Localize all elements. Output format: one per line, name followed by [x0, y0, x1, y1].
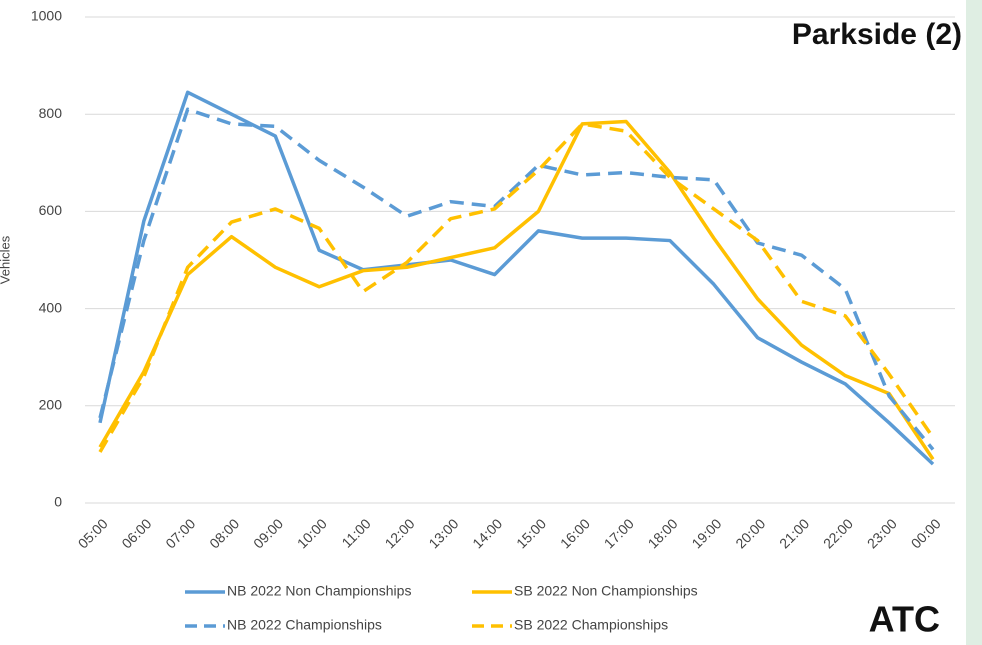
y-tick-label: 400	[39, 299, 63, 315]
y-axis-label: Vehicles	[0, 235, 12, 284]
x-tick-label: 09:00	[250, 515, 286, 551]
x-tick-label: 20:00	[732, 515, 768, 551]
y-tick-label: 200	[39, 397, 63, 413]
line-series	[98, 107, 935, 451]
line-series	[98, 90, 935, 466]
y-tick-label: 800	[39, 105, 63, 121]
x-tick-label: 05:00	[75, 515, 111, 551]
x-tick-label: 22:00	[820, 515, 856, 551]
x-tick-label: 23:00	[864, 515, 900, 551]
map-edge	[966, 0, 982, 645]
x-tick-label: 16:00	[557, 515, 593, 551]
line-series	[98, 119, 935, 461]
x-tick-label: 15:00	[513, 515, 549, 551]
x-tick-label: 19:00	[688, 515, 724, 551]
annotation: ATC	[869, 599, 940, 640]
y-tick-label: 600	[39, 202, 63, 218]
legend-label: NB 2022 Championships	[227, 617, 382, 633]
x-tick-label: 11:00	[338, 515, 374, 551]
legend-label: SB 2022 Championships	[514, 617, 668, 633]
x-tick-label: 18:00	[645, 515, 681, 551]
x-tick-label: 14:00	[469, 515, 505, 551]
y-tick-label: 0	[54, 494, 62, 510]
legend-label: SB 2022 Non Championships	[514, 583, 698, 599]
legend-label: NB 2022 Non Championships	[227, 583, 411, 599]
x-tick-label: 07:00	[162, 515, 198, 551]
x-tick-label: 17:00	[601, 515, 637, 551]
x-tick-label: 21:00	[776, 515, 812, 551]
x-tick-label: 12:00	[382, 515, 418, 551]
x-tick-label: 13:00	[425, 515, 461, 551]
y-tick-label: 1000	[31, 8, 62, 24]
x-tick-label: 08:00	[206, 515, 242, 551]
annotation: Parkside (2)	[792, 18, 962, 51]
x-tick-label: 10:00	[294, 515, 330, 551]
line-series	[98, 122, 935, 453]
x-tick-label: 06:00	[118, 515, 154, 551]
x-tick-label: 00:00	[908, 515, 944, 551]
